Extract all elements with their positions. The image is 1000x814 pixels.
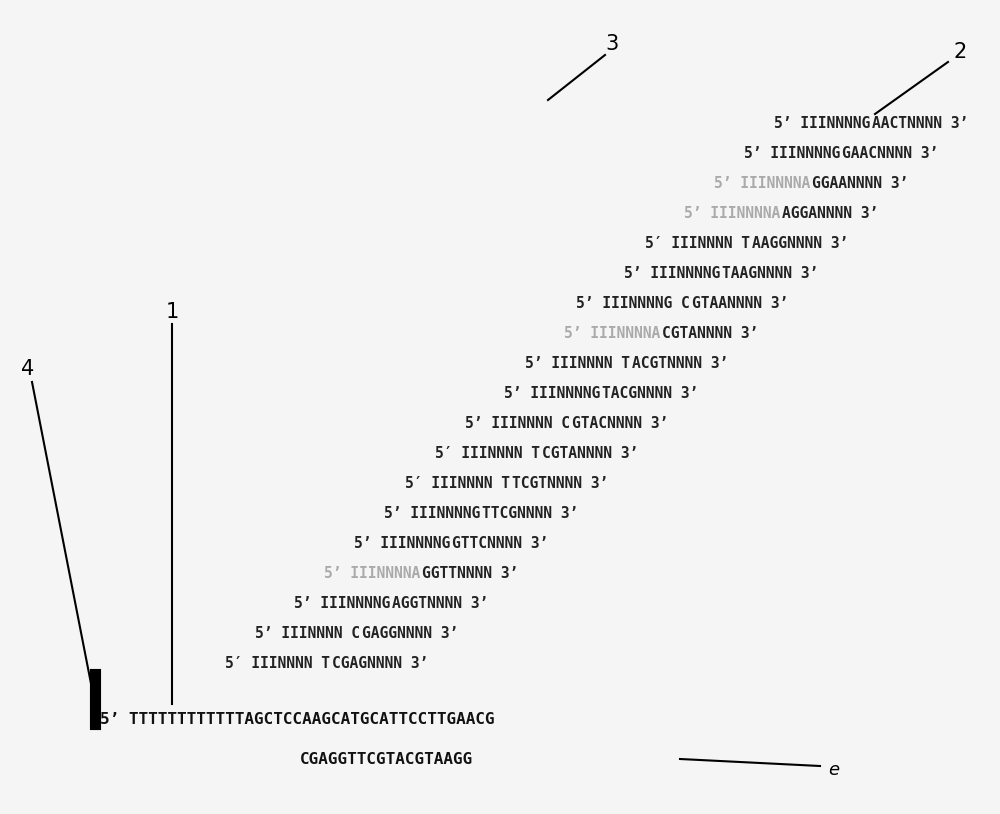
Text: TACGNNNN 3’: TACGNNNN 3’ bbox=[602, 387, 698, 401]
Text: 2: 2 bbox=[953, 42, 967, 62]
Text: 3: 3 bbox=[605, 34, 619, 54]
Text: GTACNNNN 3’: GTACNNNN 3’ bbox=[572, 417, 668, 431]
Text: CGAGGTTCGTACGTAAGG: CGAGGTTCGTACGTAAGG bbox=[300, 751, 473, 767]
Text: 5’ IIINNNNG: 5’ IIINNNNG bbox=[774, 116, 870, 132]
Text: 5’ IIINNNNG: 5’ IIINNNNG bbox=[744, 147, 840, 161]
Text: GAACNNNN 3’: GAACNNNN 3’ bbox=[842, 147, 938, 161]
Text: 5′ IIINNNN T: 5′ IIINNNN T bbox=[225, 657, 330, 672]
Text: 5’ IIINNNNG: 5’ IIINNNNG bbox=[294, 597, 390, 611]
Text: e: e bbox=[828, 761, 839, 779]
Text: 5’ IIINNNNA: 5’ IIINNNNA bbox=[714, 177, 810, 191]
Text: GTTCNNNN 3’: GTTCNNNN 3’ bbox=[452, 536, 548, 552]
Text: 1: 1 bbox=[165, 302, 179, 322]
Text: 5’ IIINNNNG: 5’ IIINNNNG bbox=[354, 536, 450, 552]
Text: 5’ TTTTTTTTTTTTAGCTCCAAGCATGCATTCCTTGAACG: 5’ TTTTTTTTTTTTAGCTCCAAGCATGCATTCCTTGAAC… bbox=[100, 711, 495, 727]
Text: ACGTNNNN 3’: ACGTNNNN 3’ bbox=[632, 357, 728, 371]
Text: 5′ IIINNNN T: 5′ IIINNNN T bbox=[645, 237, 750, 252]
Text: 4: 4 bbox=[21, 359, 35, 379]
Text: GGTTNNNN 3’: GGTTNNNN 3’ bbox=[422, 567, 518, 581]
Text: 5’ IIINNNN T: 5’ IIINNNN T bbox=[525, 357, 630, 371]
Text: CGAGNNNN 3’: CGAGNNNN 3’ bbox=[332, 657, 428, 672]
Text: GGAANNNN 3’: GGAANNNN 3’ bbox=[812, 177, 908, 191]
Text: 5’ IIINNNNA: 5’ IIINNNNA bbox=[324, 567, 420, 581]
Text: 5’ IIINNNNG C: 5’ IIINNNNG C bbox=[576, 296, 690, 312]
Text: GTAANNNN 3’: GTAANNNN 3’ bbox=[692, 296, 788, 312]
Text: 5′ IIINNNN T: 5′ IIINNNN T bbox=[435, 447, 540, 462]
Text: 5’ IIINNNNG: 5’ IIINNNNG bbox=[384, 506, 480, 522]
Text: AGGANNNN 3’: AGGANNNN 3’ bbox=[782, 207, 878, 221]
Text: 5’ IIINNNNG: 5’ IIINNNNG bbox=[624, 266, 720, 282]
Text: 5’ IIINNNNA: 5’ IIINNNNA bbox=[684, 207, 780, 221]
Text: AAGGNNNN 3’: AAGGNNNN 3’ bbox=[752, 237, 848, 252]
Text: TAAGNNNN 3’: TAAGNNNN 3’ bbox=[722, 266, 818, 282]
Text: TTCGNNNN 3’: TTCGNNNN 3’ bbox=[482, 506, 578, 522]
Text: GAGGNNNN 3’: GAGGNNNN 3’ bbox=[362, 627, 458, 641]
Text: 5’ IIINNNNG: 5’ IIINNNNG bbox=[504, 387, 600, 401]
Text: 5’ IIINNNNA: 5’ IIINNNNA bbox=[564, 326, 660, 342]
Text: AGGTNNNN 3’: AGGTNNNN 3’ bbox=[392, 597, 488, 611]
Text: 5’ IIINNNN C: 5’ IIINNNN C bbox=[255, 627, 360, 641]
Text: CGTANNNN 3’: CGTANNNN 3’ bbox=[542, 447, 638, 462]
Text: AACTNNNN 3’: AACTNNNN 3’ bbox=[872, 116, 968, 132]
Text: 5′ IIINNNN T: 5′ IIINNNN T bbox=[405, 476, 510, 492]
Text: TCGTNNNN 3’: TCGTNNNN 3’ bbox=[512, 476, 608, 492]
Text: CGTANNNN 3’: CGTANNNN 3’ bbox=[662, 326, 758, 342]
Text: 5’ IIINNNN C: 5’ IIINNNN C bbox=[465, 417, 570, 431]
